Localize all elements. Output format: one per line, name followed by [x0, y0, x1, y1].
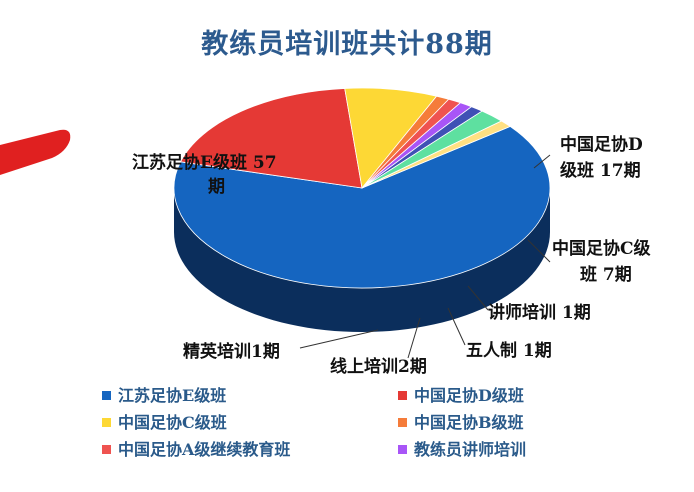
pie-side-0 — [174, 188, 550, 332]
label-d-line2: 级班 17期 — [560, 160, 641, 181]
label-e-line1: 江苏足协E级班 57 — [132, 152, 277, 173]
leader-online — [407, 317, 421, 359]
pie-slice-8 — [361, 120, 511, 189]
legend-label-2: 中国足协C级班 — [118, 413, 227, 432]
decor-red-stroke — [0, 129, 71, 175]
pie-tops — [173, 87, 551, 289]
label-futsal: 五人制 1期 — [466, 340, 552, 361]
label-elite: 精英培训1期 — [183, 341, 280, 362]
legend-swatch-5 — [398, 445, 407, 454]
label-lecturer: 讲师培训 1期 — [488, 302, 591, 323]
legend-swatch-3 — [398, 418, 407, 427]
leader-lecturer — [467, 285, 489, 311]
pie-sides — [174, 188, 550, 332]
pie-slice-0 — [173, 125, 551, 289]
legend-label-3: 中国足协B级班 — [414, 413, 524, 432]
legend-label-4: 中国足协A级继续教育班 — [118, 440, 290, 459]
leader-elite — [299, 329, 379, 349]
label-d-line1: 中国足协D — [560, 134, 643, 155]
label-c-line1: 中国足协C级 — [552, 238, 651, 259]
chart-title: 教练员培训班共计88期 — [201, 29, 493, 60]
leader-c — [527, 239, 551, 263]
legend-swatch-4 — [102, 445, 111, 454]
slice-labels: 江苏足协E级班 57 期 中国足协D 级班 17期 中国足协C级 班 7期 讲师… — [132, 134, 651, 377]
label-online: 线上培训2期 — [330, 356, 427, 377]
legend-label-0: 江苏足协E级班 — [118, 386, 226, 405]
label-e-line2: 期 — [208, 177, 225, 197]
legend-label-1: 中国足协D级班 — [414, 386, 524, 405]
legend-swatch-1 — [398, 391, 407, 400]
pie-slice-1 — [179, 88, 363, 189]
legend-swatch-0 — [102, 391, 111, 400]
pie-slice-2 — [344, 87, 438, 189]
leader-futsal — [447, 307, 466, 346]
label-c-line2: 班 7期 — [580, 265, 632, 285]
legend-label-5: 教练员讲师培训 — [414, 440, 526, 459]
label-leaders — [299, 154, 551, 359]
leader-d — [533, 154, 551, 169]
legend-swatch-2 — [102, 418, 111, 427]
